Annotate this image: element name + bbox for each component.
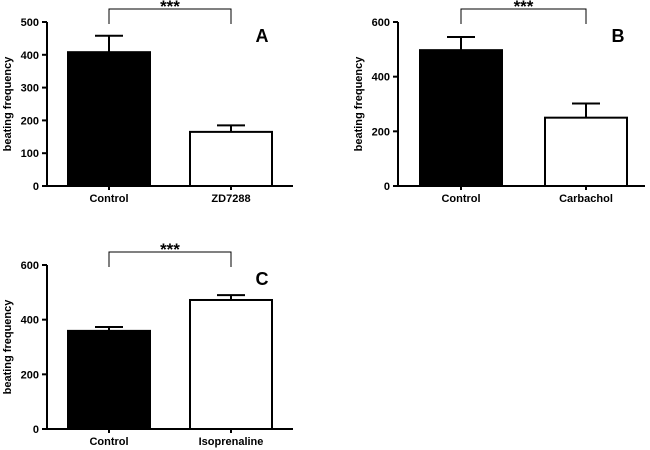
y-tick-label: 0 (33, 424, 39, 436)
bar-control (67, 51, 151, 188)
y-tick-label: 600 (372, 17, 390, 29)
panel-label: C (256, 269, 269, 289)
significance-bracket (108, 8, 232, 24)
panel-label: A (256, 26, 269, 46)
x-tick-label: Isoprenaline (199, 436, 264, 448)
y-tick-label: 200 (21, 115, 39, 127)
y-tick-label: 100 (21, 148, 39, 160)
y-tick-label: 300 (21, 83, 39, 95)
significance-bracket (460, 8, 587, 24)
x-tick-label: Carbachol (559, 193, 613, 205)
bar-control (67, 329, 151, 430)
panel-b: 0 200 400 600 beating frequency Control Carbac… (353, 0, 645, 205)
bar-control (419, 49, 503, 187)
y-axis-label: beating frequency (2, 299, 14, 395)
x-tick-label: ZD7288 (211, 193, 250, 205)
significance-label: *** (514, 0, 534, 16)
y-tick-label: 0 (384, 181, 390, 193)
y-tick-label: 400 (21, 315, 39, 327)
bar-isoprenaline (189, 298, 273, 430)
y-tick-label: 200 (372, 126, 390, 138)
panel-a: 0 100 200 300 400 500 beating frequency Control… (2, 0, 293, 205)
x-tick-label: Control (441, 193, 480, 205)
y-tick-label: 200 (21, 369, 39, 381)
significance-label: *** (160, 0, 180, 16)
y-tick-label: 500 (21, 17, 39, 29)
y-tick-label: 400 (372, 72, 390, 84)
y-tick-label: 0 (33, 181, 39, 193)
y-axis-label: beating frequency (353, 56, 365, 152)
panel-label: B (612, 26, 625, 46)
y-axis-label: beating frequency (2, 56, 14, 152)
x-tick-label: Control (89, 193, 128, 205)
bar-zd7288 (189, 130, 273, 188)
x-tick-label: Control (89, 436, 128, 448)
significance-bracket (108, 251, 232, 267)
y-tick-label: 600 (21, 260, 39, 272)
significance-label: *** (160, 240, 180, 259)
y-tick-label: 400 (21, 50, 39, 62)
panel-c: 0 200 400 600 beating frequency Control Isopre… (2, 240, 293, 448)
bar-carbachol (544, 116, 628, 187)
